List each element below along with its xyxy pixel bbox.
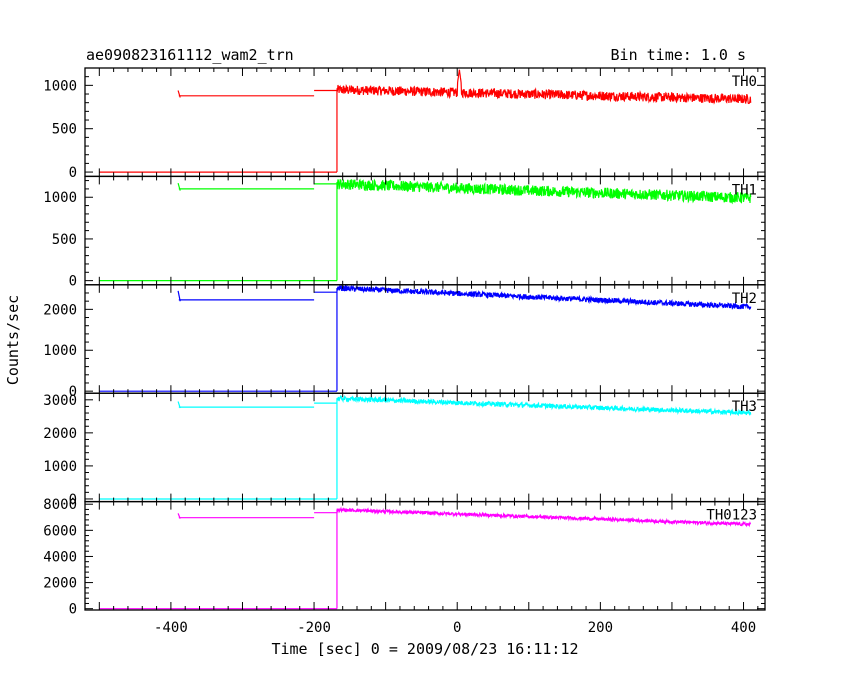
panel-label: TH0123 bbox=[706, 508, 757, 524]
panel-th2: 0 1000 2000 TH2 bbox=[43, 284, 766, 400]
series-line-th3-3 bbox=[336, 394, 752, 417]
y-tick-label: 0 bbox=[69, 165, 77, 181]
series-line-th2-3 bbox=[336, 284, 752, 310]
x-tick-label: 0 bbox=[453, 620, 461, 636]
panel-label: TH3 bbox=[732, 399, 757, 415]
y-tick-label: 6000 bbox=[43, 523, 77, 539]
chart-title-right: Bin time: 1.0 s bbox=[611, 46, 746, 64]
y-tick-label: 0 bbox=[69, 384, 77, 400]
y-axis-label: Counts/sec bbox=[4, 295, 22, 385]
y-tick-label: 0 bbox=[69, 274, 77, 290]
x-tick-label: 200 bbox=[588, 620, 613, 636]
y-tick-label: 500 bbox=[52, 122, 77, 138]
panel-frame bbox=[84, 67, 766, 178]
y-tick-label: 4000 bbox=[43, 549, 77, 565]
x-tick-label: -400 bbox=[154, 620, 188, 636]
chart-title-left: ae090823161112_wam2_trn bbox=[86, 46, 294, 64]
series-line-th1-3 bbox=[336, 178, 752, 205]
y-tick-label: 2000 bbox=[43, 302, 77, 318]
y-tick-label: 0 bbox=[69, 602, 77, 618]
y-tick-label: 1000 bbox=[43, 190, 77, 206]
y-tick-label: 8000 bbox=[43, 497, 77, 513]
x-tick-label: -200 bbox=[297, 620, 331, 636]
panel-th0: 0 500 1000 TH0 bbox=[43, 67, 766, 181]
y-tick-label: 3000 bbox=[43, 393, 77, 409]
panel-label: TH1 bbox=[732, 182, 757, 198]
y-tick-label: 1000 bbox=[43, 459, 77, 475]
panel-th1: 0 500 1000 TH1 bbox=[43, 175, 766, 290]
panel-label: TH0 bbox=[732, 74, 757, 90]
x-axis-label: Time [sec] 0 = 2009/08/23 16:11:12 bbox=[271, 640, 578, 658]
series-line-th2-4 bbox=[177, 290, 181, 302]
panel-label: TH2 bbox=[732, 291, 757, 307]
y-tick-label: 2000 bbox=[43, 426, 77, 442]
y-tick-label: 2000 bbox=[43, 576, 77, 592]
series-line-th0123-4 bbox=[177, 513, 181, 519]
panel-frame bbox=[84, 500, 766, 611]
series-line-th0-3 bbox=[336, 69, 752, 105]
y-tick-label: 1000 bbox=[43, 78, 77, 94]
panel-th0123: 0 2000 4000 6000 8000 TH0123 bbox=[43, 497, 766, 618]
y-tick-label: 500 bbox=[52, 232, 77, 248]
series-line-th0123-3 bbox=[336, 506, 752, 528]
series-line-th3-4 bbox=[177, 401, 181, 409]
y-tick-label: 1000 bbox=[43, 343, 77, 359]
panel-th3: 0 1000 2000 3000 TH3 bbox=[43, 392, 766, 508]
series-line-th0-4 bbox=[177, 90, 181, 98]
x-tick-label: 400 bbox=[731, 620, 756, 636]
series-line-th1-4 bbox=[177, 182, 181, 191]
panel-frame bbox=[84, 284, 766, 394]
y-tick-label: 0 bbox=[69, 492, 77, 508]
